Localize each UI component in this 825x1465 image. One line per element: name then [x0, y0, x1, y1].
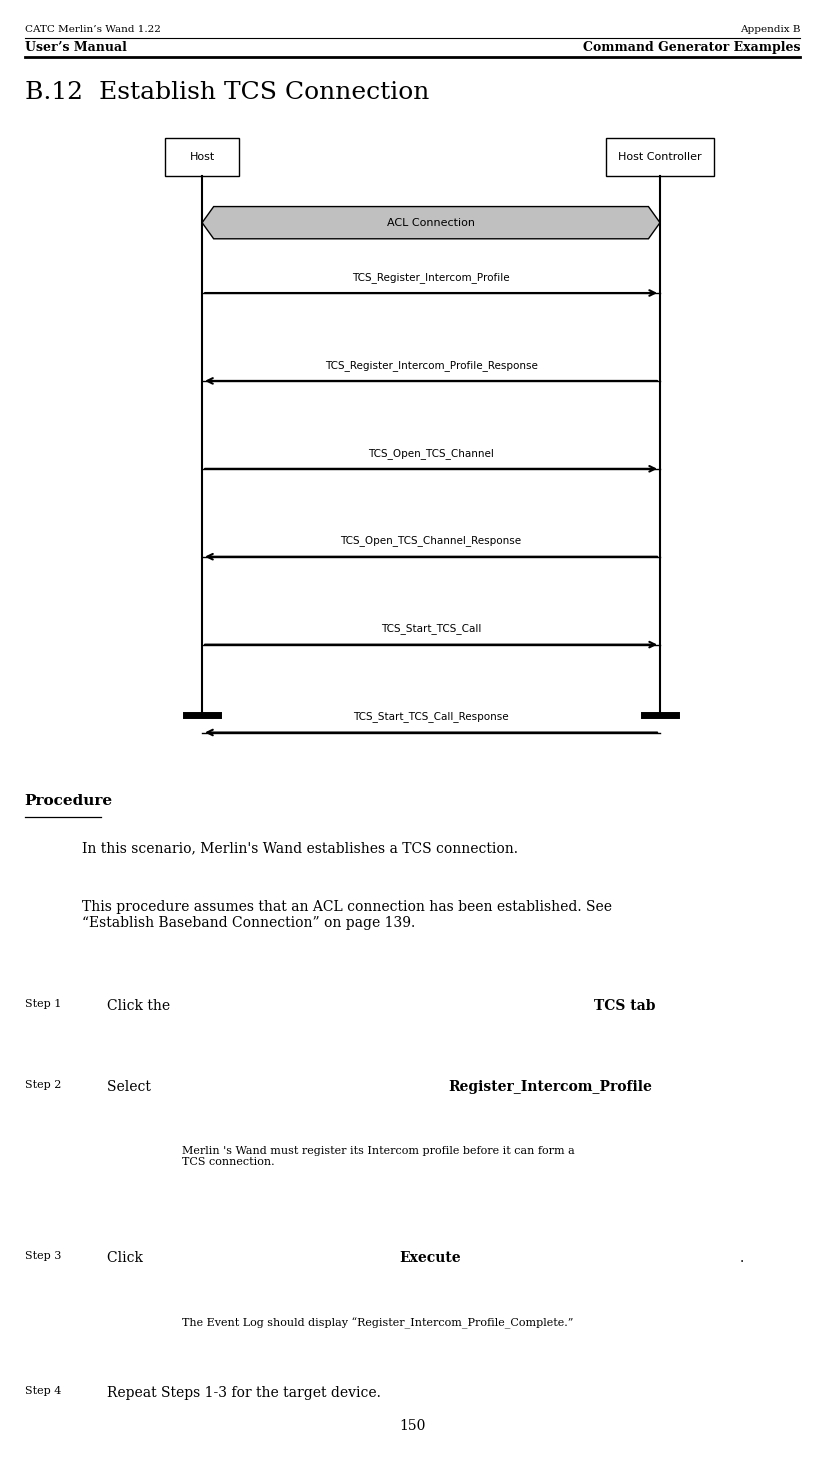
Text: B.12  Establish TCS Connection: B.12 Establish TCS Connection	[25, 81, 429, 104]
Text: TCS_Register_Intercom_Profile_Response: TCS_Register_Intercom_Profile_Response	[324, 360, 538, 371]
Text: Select: Select	[107, 1080, 155, 1094]
Text: TCS_Open_TCS_Channel: TCS_Open_TCS_Channel	[368, 448, 494, 459]
FancyBboxPatch shape	[606, 138, 714, 176]
Text: Register_Intercom_Profile: Register_Intercom_Profile	[448, 1080, 652, 1094]
Text: In this scenario, Merlin's Wand establishes a TCS connection.: In this scenario, Merlin's Wand establis…	[82, 841, 518, 856]
Text: Merlin 's Wand must register its Intercom profile before it can form a
TCS conne: Merlin 's Wand must register its Interco…	[182, 1146, 574, 1168]
Text: Command Generator Examples: Command Generator Examples	[582, 41, 800, 54]
Text: Click the: Click the	[107, 999, 175, 1014]
Text: TCS_Register_Intercom_Profile: TCS_Register_Intercom_Profile	[352, 272, 510, 283]
Text: Procedure: Procedure	[25, 794, 113, 809]
Text: This procedure assumes that an ACL connection has been established. See
“Establi: This procedure assumes that an ACL conne…	[82, 900, 612, 930]
Text: Execute: Execute	[399, 1251, 461, 1266]
Text: Click: Click	[107, 1251, 148, 1266]
Text: 150: 150	[399, 1418, 426, 1433]
Text: Host Controller: Host Controller	[618, 152, 702, 161]
Text: The Event Log should display “Register_Intercom_Profile_Complete.”: The Event Log should display “Register_I…	[182, 1317, 573, 1329]
Text: Step 2: Step 2	[25, 1080, 61, 1090]
FancyBboxPatch shape	[165, 138, 239, 176]
Text: User’s Manual: User’s Manual	[25, 41, 126, 54]
Text: Step 1: Step 1	[25, 999, 61, 1009]
Text: Step 3: Step 3	[25, 1251, 61, 1261]
Text: Appendix B: Appendix B	[740, 25, 800, 34]
Text: Host: Host	[190, 152, 214, 161]
Text: TCS_Start_TCS_Call: TCS_Start_TCS_Call	[381, 624, 481, 634]
Text: TCS_Start_TCS_Call_Response: TCS_Start_TCS_Call_Response	[353, 712, 509, 722]
Text: TCS_Open_TCS_Channel_Response: TCS_Open_TCS_Channel_Response	[341, 536, 521, 546]
Polygon shape	[202, 207, 660, 239]
Text: Step 4: Step 4	[25, 1386, 61, 1396]
Text: TCS tab: TCS tab	[594, 999, 656, 1014]
Text: Repeat Steps 1-3 for the target device.: Repeat Steps 1-3 for the target device.	[107, 1386, 381, 1401]
Text: CATC Merlin’s Wand 1.22: CATC Merlin’s Wand 1.22	[25, 25, 161, 34]
Text: .: .	[740, 1251, 744, 1266]
Text: ACL Connection: ACL Connection	[387, 218, 475, 227]
